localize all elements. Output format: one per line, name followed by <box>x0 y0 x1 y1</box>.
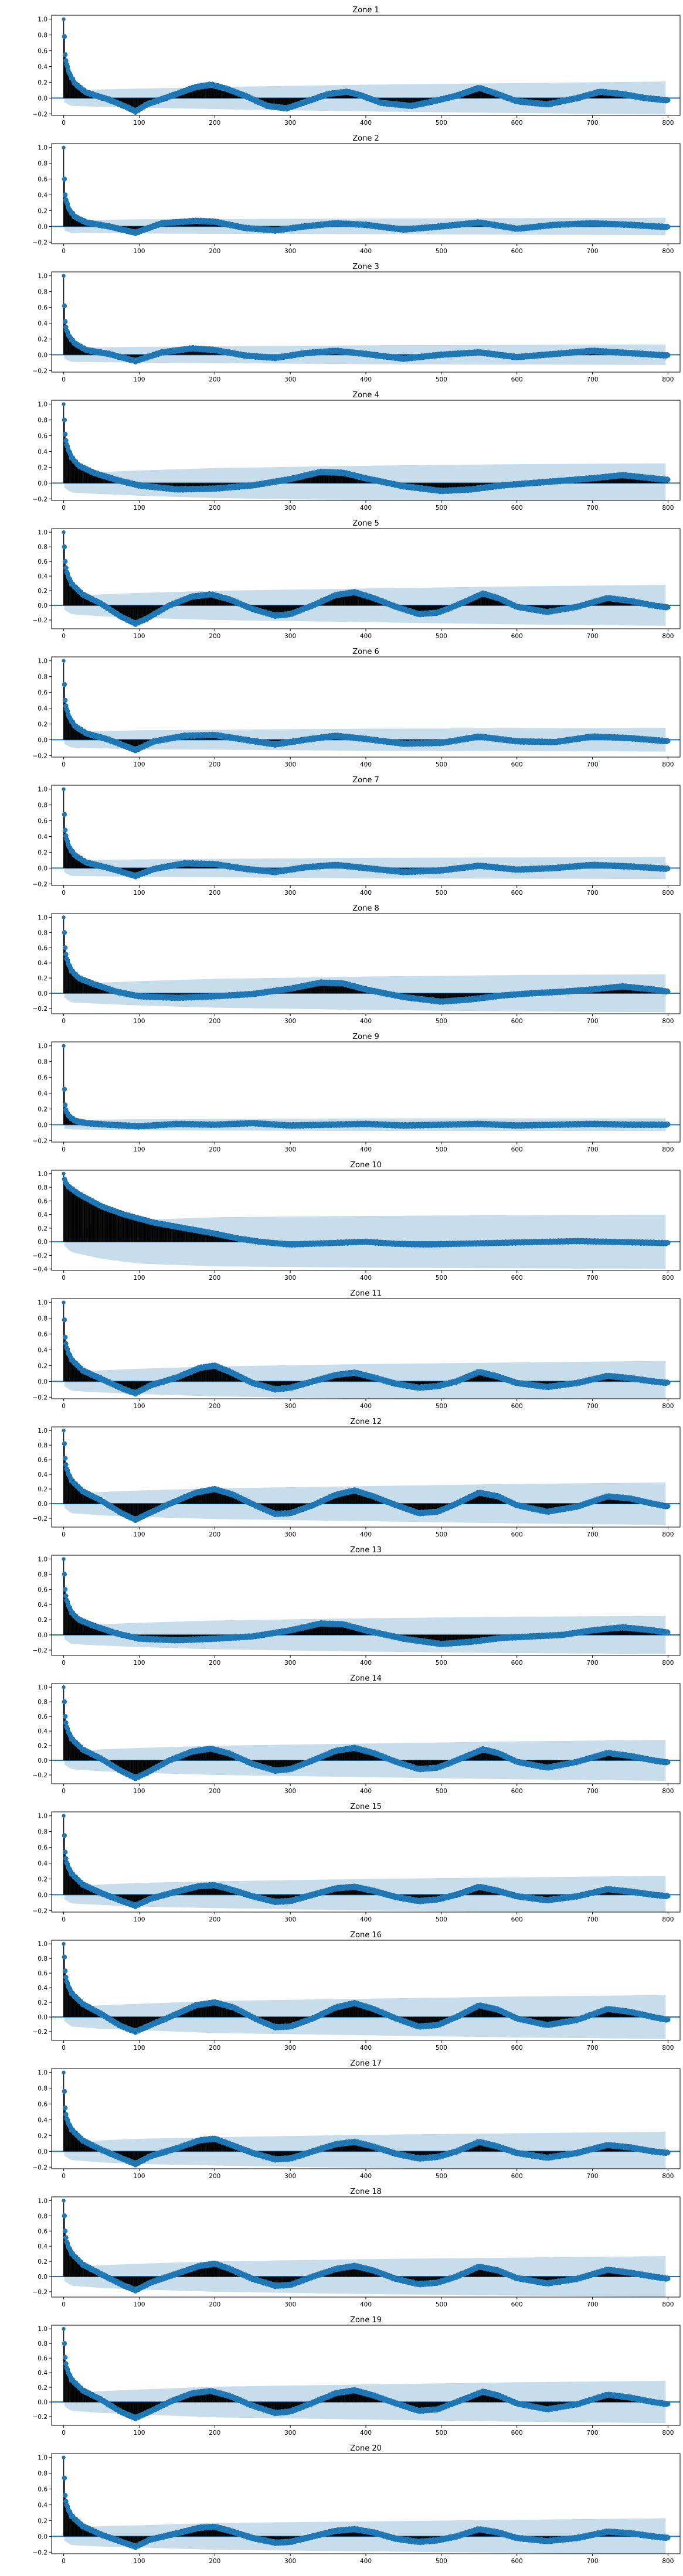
panel-title: Zone 2 <box>352 134 379 143</box>
y-tick-label: 0.4 <box>38 321 47 328</box>
acf-marker <box>62 176 67 182</box>
x-tick-label: 100 <box>133 248 145 255</box>
acf-marker <box>63 58 69 63</box>
y-tick-label: 0.8 <box>38 32 47 39</box>
y-tick-label: 0.8 <box>38 289 47 296</box>
acf-panel: Zone 40 100 200 300 400 500 600 700 800−0.20.00.… <box>33 391 681 512</box>
plot-area <box>52 402 680 500</box>
x-tick-label: 0 <box>62 248 66 255</box>
y-tick-label: 0.6 <box>38 48 47 55</box>
acf-panel: Zone 3 0 100 200 300 400 500 600 700 800 −0.2 0.0 0.… <box>33 263 681 383</box>
x-tick-label: 200 <box>209 376 220 383</box>
y-tick-label: 0.6 <box>38 305 47 312</box>
x-tick-label: 500 <box>436 376 447 383</box>
acf-marker <box>665 224 671 230</box>
y-tick-label: 1.0 <box>38 273 47 280</box>
x-tick-label: 300 <box>284 376 296 383</box>
x-tick-label: 500 <box>436 248 447 255</box>
y-tick-label: 0.0 <box>38 352 47 359</box>
panel-title: Zone 3 <box>352 263 379 271</box>
y-tick-label: 0.8 <box>38 161 47 168</box>
y-tick-label: 0.0 <box>38 223 47 230</box>
acf-marker <box>62 303 67 309</box>
y-tick-label: 0.2 <box>38 336 47 343</box>
x-tick-label: 700 <box>587 120 599 127</box>
plot-area <box>52 17 680 115</box>
x-tick-label: 800 <box>662 376 674 383</box>
plot-area <box>52 145 680 236</box>
y-tick-label: 0.0 <box>38 95 47 102</box>
acf-marker <box>62 319 68 325</box>
acf-marker <box>62 52 68 57</box>
y-tick-label: −0.2 <box>33 111 48 118</box>
x-tick-label: 700 <box>587 376 599 383</box>
y-tick-label: 0.2 <box>38 79 47 86</box>
y-tick-label: 1.0 <box>38 145 47 152</box>
y-tick-label: 1.0 <box>38 16 47 23</box>
y-tick-label: 0.6 <box>38 176 47 183</box>
x-tick-label: 400 <box>360 120 372 127</box>
x-tick-label: 700 <box>587 248 599 255</box>
x-tick-label: 800 <box>662 120 674 127</box>
x-tick-label: 200 <box>209 120 220 127</box>
x-tick-label: 500 <box>436 120 447 127</box>
x-tick-label: 100 <box>133 120 145 127</box>
panel-title: Zone 1 <box>352 6 379 15</box>
acf-marker <box>665 353 671 358</box>
acf-markers <box>62 17 671 115</box>
acf-marker <box>62 34 67 39</box>
x-tick-label: 300 <box>284 120 296 127</box>
acf-markers <box>62 274 671 364</box>
x-tick-label: 0 <box>62 120 66 127</box>
x-tick-label: 300 <box>284 248 296 255</box>
acf-marker <box>62 17 66 21</box>
acf-marker <box>665 97 671 103</box>
acf-marker <box>62 274 66 278</box>
x-tick-label: 400 <box>360 376 372 383</box>
x-tick-label: 100 <box>133 376 145 383</box>
y-tick-label: 0.4 <box>38 192 47 199</box>
y-tick-label: 0.2 <box>38 207 47 214</box>
y-tick-label: 0.4 <box>38 64 47 71</box>
acf-marker <box>62 145 66 149</box>
x-tick-label: 0 <box>62 376 66 383</box>
x-tick-label: 400 <box>360 248 372 255</box>
acf-marker <box>62 192 68 197</box>
plot-area <box>52 274 680 365</box>
acf-panel: Zone 1 0 100 200 300 400 500 600 700 800 −0.2 0.0 0.… <box>33 6 681 127</box>
x-tick-label: 800 <box>662 248 674 255</box>
x-tick-label: 600 <box>511 120 523 127</box>
y-tick-label: −0.2 <box>33 239 48 246</box>
y-tick-label: −0.2 <box>33 367 48 374</box>
acf-marker <box>64 64 70 69</box>
x-tick-label: 600 <box>511 376 523 383</box>
x-tick-label: 200 <box>209 248 220 255</box>
acf-panel: Zone 2 0 100 200 300 400 500 600 700 800 −0.2 0.0 0.… <box>33 134 681 255</box>
acf-markers <box>62 145 671 236</box>
x-tick-label: 600 <box>511 248 523 255</box>
panel-title: Zone 4 <box>352 391 379 400</box>
